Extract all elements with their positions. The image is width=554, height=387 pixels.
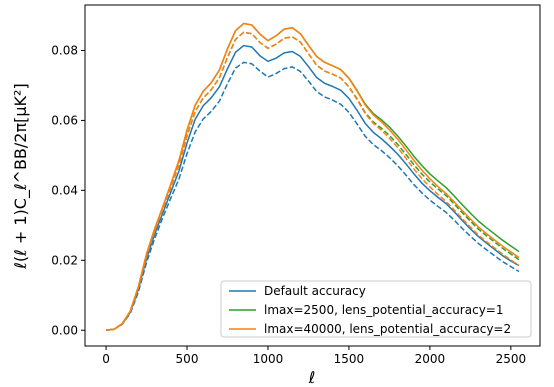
legend-label-lmax-40000: lmax=40000, lens_potential_accuracy=2 bbox=[264, 322, 511, 336]
x-axis: 0 500 1000 1500 2000 2500 bbox=[102, 346, 526, 366]
x-tick-label: 2500 bbox=[496, 352, 527, 366]
legend: Default accuracy lmax=2500, lens_potenti… bbox=[220, 280, 532, 338]
x-tick-label: 500 bbox=[176, 352, 199, 366]
legend-box bbox=[220, 280, 532, 338]
plot-frame bbox=[84, 4, 541, 347]
series-line-1 bbox=[105, 44, 520, 332]
legend-label-lmax-2500: lmax=2500, lens_potential_accuracy=1 bbox=[264, 303, 503, 317]
x-tick-label: 2000 bbox=[415, 352, 446, 366]
x-axis-label: ℓ bbox=[308, 368, 316, 387]
series-line-2 bbox=[105, 61, 520, 332]
y-tick-label: 0.06 bbox=[51, 113, 78, 127]
y-tick-label: 0.08 bbox=[51, 43, 78, 57]
x-tick-label: 1500 bbox=[334, 352, 365, 366]
y-axis: 0.00 0.02 0.04 0.06 0.08 bbox=[51, 43, 85, 337]
series-line-6 bbox=[105, 31, 520, 332]
y-axis-label: ℓ(ℓ + 1)C_ℓ^BB/2π[μK²] bbox=[11, 83, 31, 269]
y-tick-label: 0.02 bbox=[51, 253, 78, 267]
series-line-5 bbox=[105, 22, 520, 332]
x-tick-label: 0 bbox=[102, 352, 110, 366]
y-tick-label: 0.00 bbox=[51, 323, 78, 337]
y-tick-label: 0.04 bbox=[51, 183, 78, 197]
x-tick-label: 1000 bbox=[253, 352, 284, 366]
legend-label-default-accuracy: Default accuracy bbox=[264, 284, 366, 298]
series-layer bbox=[105, 22, 520, 332]
